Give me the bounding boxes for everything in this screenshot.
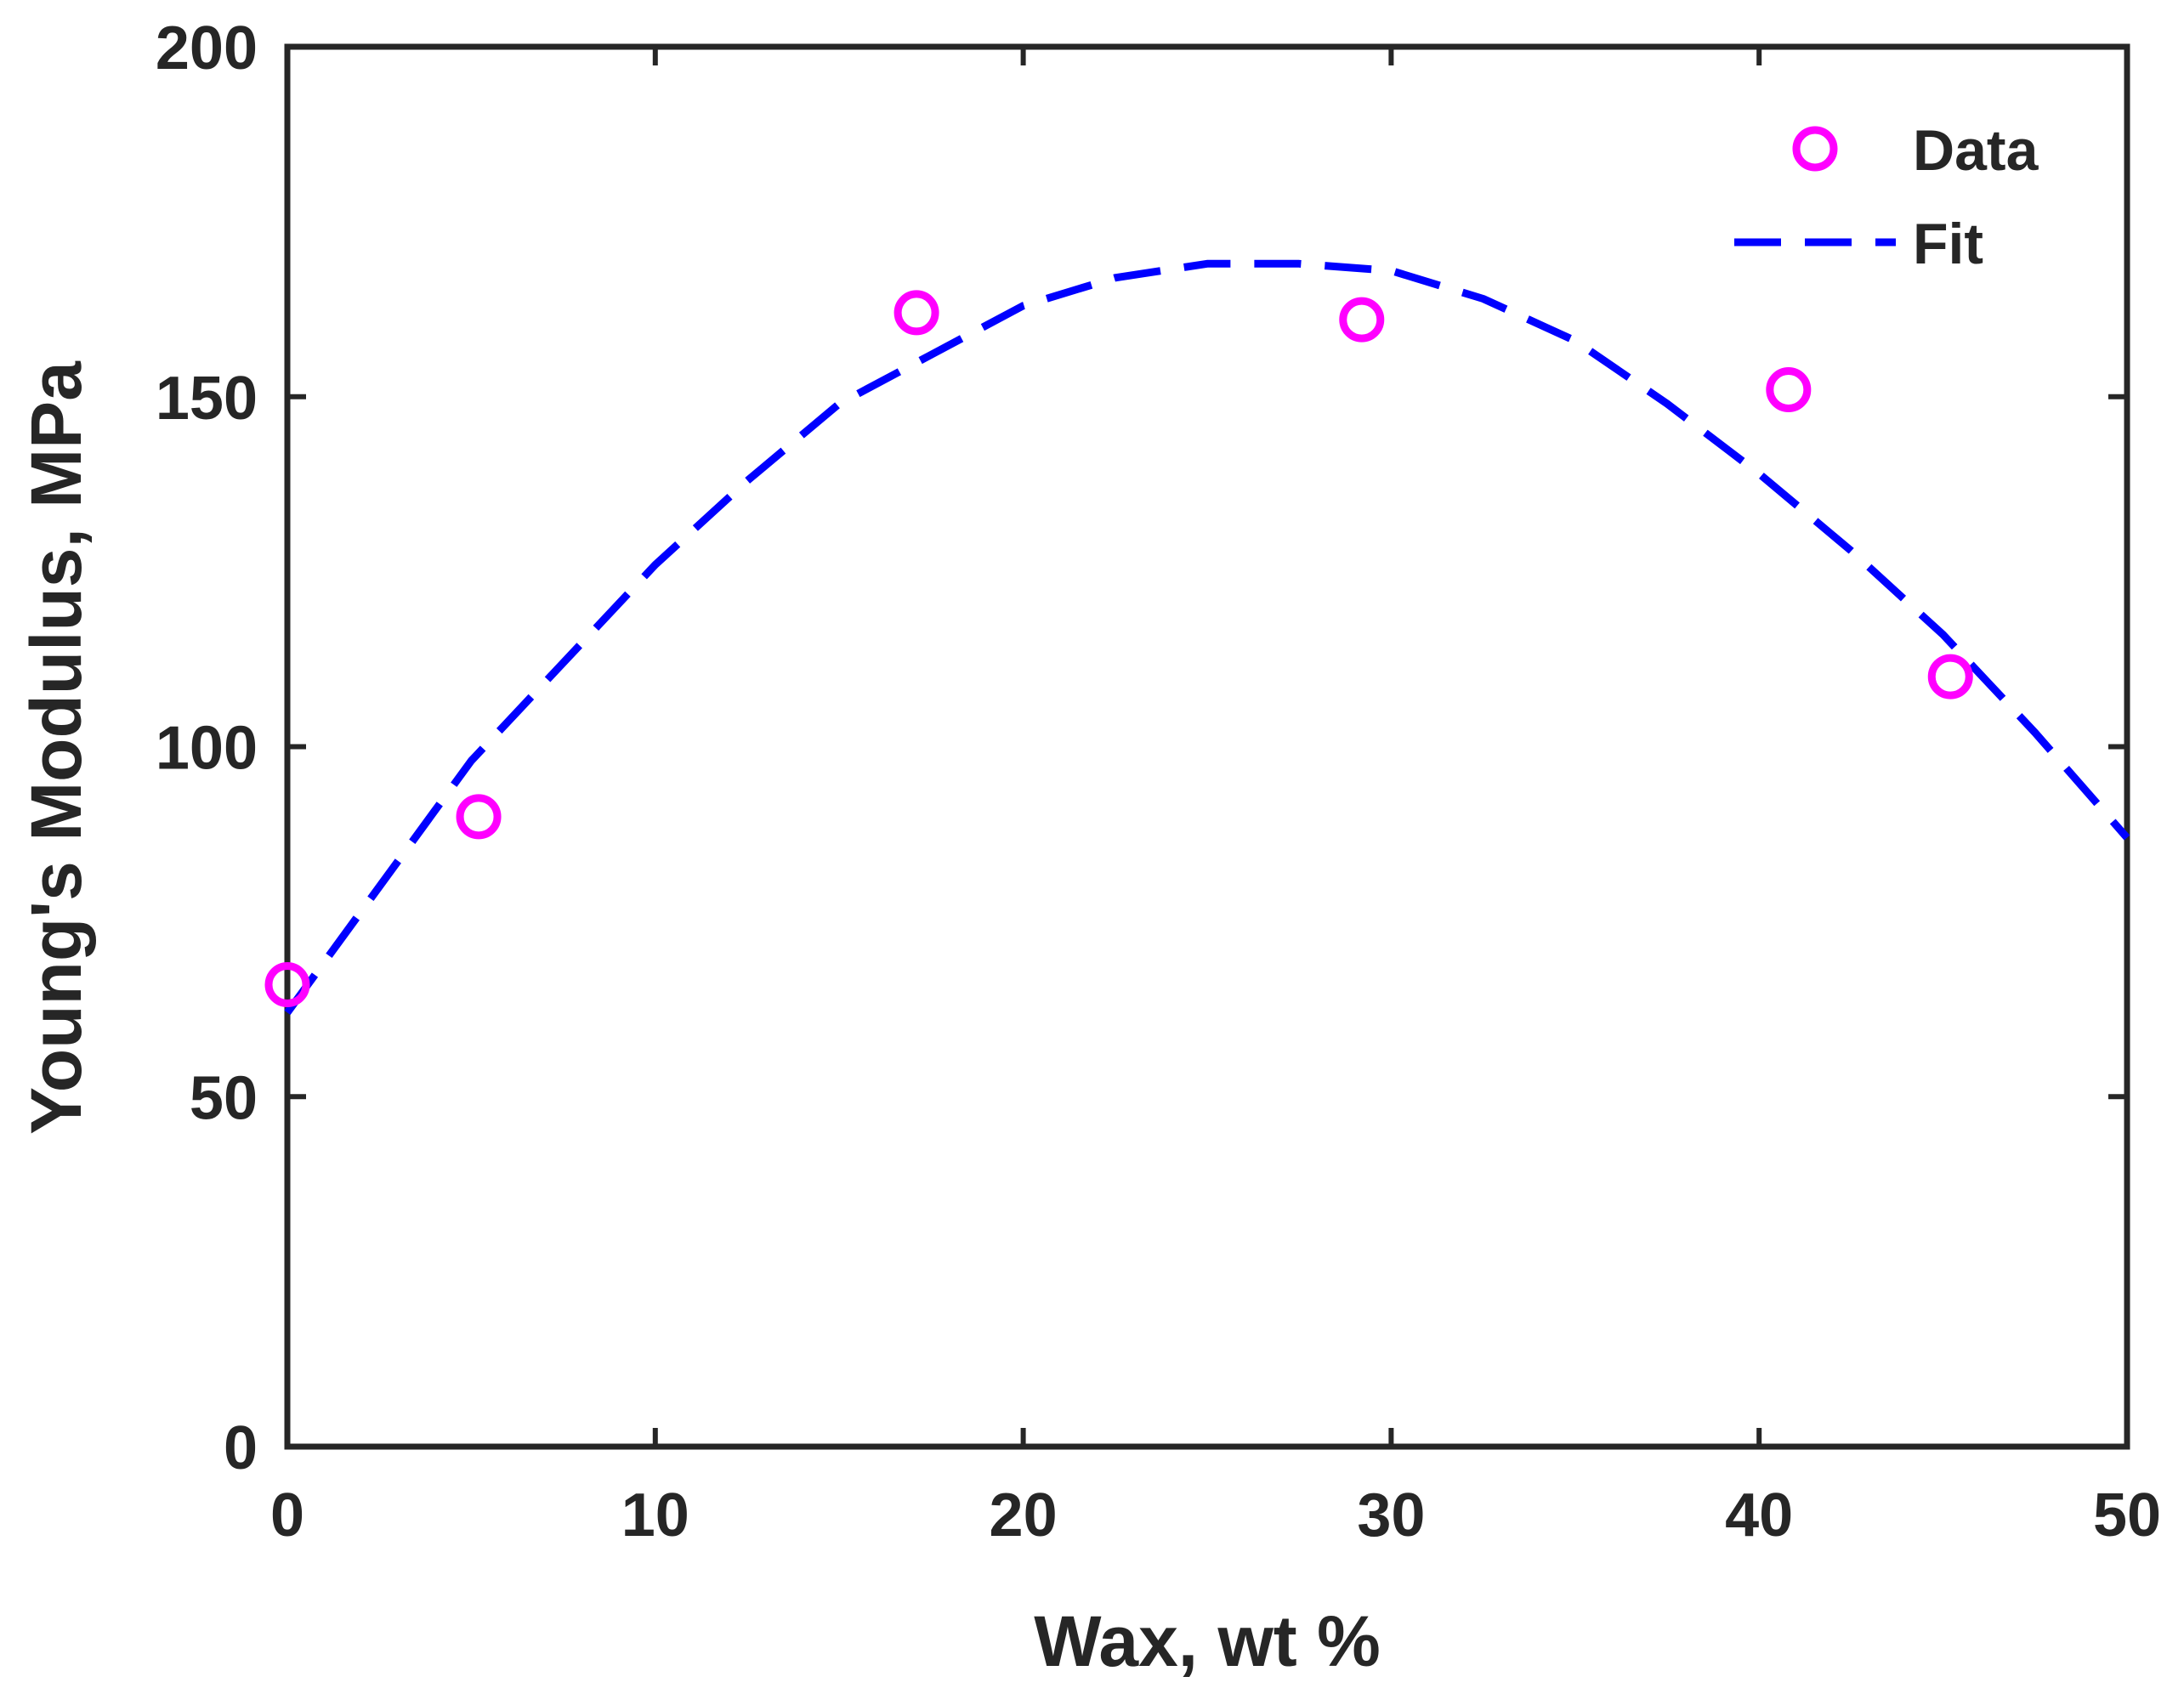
x-axis-label: Wax, wt %: [1034, 1601, 1381, 1681]
y-tick-label: 200: [156, 14, 258, 82]
data-point: [264, 961, 310, 1007]
legend-fit-label: Fit: [1913, 212, 1983, 276]
legend-data-label: Data: [1913, 118, 2039, 183]
y-tick-label: 50: [190, 1064, 258, 1132]
y-tick-label: 0: [224, 1414, 258, 1482]
x-tick-label: 30: [1357, 1481, 1425, 1549]
marker-layer: [264, 290, 1973, 1007]
x-tick-label: 10: [621, 1481, 689, 1549]
legend-data-marker: [1792, 126, 1838, 172]
tick-layer: 0 10 20 30 40 50 0 50 100 150 200: [156, 14, 2161, 1549]
fit-layer: [284, 259, 2130, 1016]
data-point: [1927, 654, 1973, 700]
x-tick-label: 20: [990, 1481, 1058, 1549]
x-tick-label: 40: [1725, 1481, 1793, 1549]
data-point: [1339, 297, 1385, 343]
x-tick-label: 0: [270, 1481, 304, 1549]
data-point: [456, 794, 502, 840]
y-axis-label: Young's Modulus, MPa: [16, 360, 96, 1135]
y-tick-label: 150: [156, 365, 258, 433]
data-point: [1766, 367, 1812, 413]
legend: Data Fit: [1734, 118, 2039, 276]
x-tick-label: 50: [2093, 1481, 2161, 1549]
fit-series-line: [284, 259, 2130, 1016]
data-point: [893, 290, 939, 336]
y-tick-label: 100: [156, 715, 258, 783]
